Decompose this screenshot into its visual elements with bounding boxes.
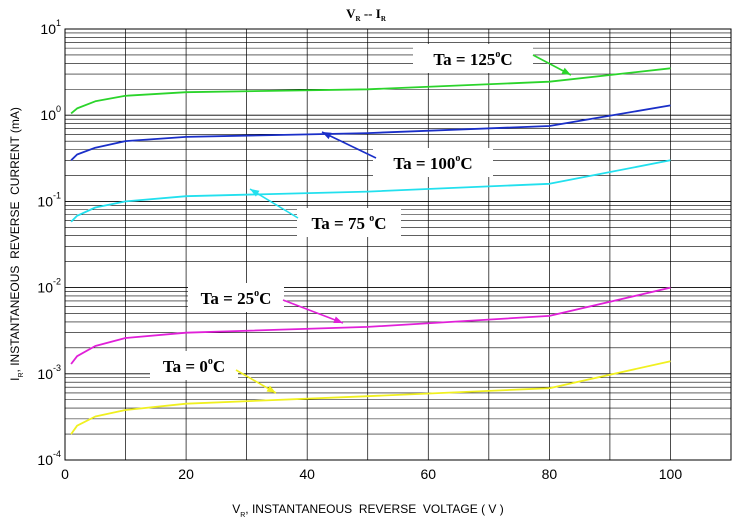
annotation-arrowhead — [250, 189, 260, 197]
series-line — [70, 159, 671, 223]
annotation-label: Ta = 125oC — [433, 49, 512, 69]
annotation-leader — [321, 131, 377, 159]
annotation-box — [373, 148, 493, 177]
y-tick-label: 10-2 — [37, 277, 61, 296]
plot-frame — [64, 28, 732, 461]
y-tick-label: 10-4 — [37, 449, 61, 468]
x-tick-label: 20 — [178, 466, 194, 482]
series-annotations: Ta = 125oC Ta = 100oC Ta = 75 oC Ta = 25oC T… — [150, 44, 572, 394]
x-tick-label: 60 — [420, 466, 436, 482]
annotation-arrowhead — [333, 316, 343, 323]
x-axis-label: VR, INSTANTANEOUS REVERSE VOLTAGE ( V ) — [232, 502, 504, 519]
annotation-label: Ta = 25oC — [201, 288, 272, 308]
x-tick-label: 0 — [61, 466, 69, 482]
series-annotation: Ta = 75 oC — [249, 188, 401, 237]
series-line — [70, 286, 671, 365]
annotation-box — [188, 283, 284, 312]
y-tick-label: 10-3 — [37, 363, 61, 382]
series-line — [70, 67, 671, 115]
annotation-box — [297, 208, 401, 237]
x-tick-label: 80 — [542, 466, 558, 482]
annotation-label: Ta = 0oC — [163, 356, 225, 376]
series-annotation: Ta = 0oC — [150, 351, 277, 394]
y-tick-label: 100 — [40, 104, 61, 123]
y-tick-label: 10-1 — [37, 190, 61, 209]
x-tick-label: 100 — [659, 466, 683, 482]
series-line — [70, 360, 671, 435]
series-annotation: Ta = 25oC — [188, 283, 344, 324]
series-lines — [70, 67, 671, 435]
annotation-box — [413, 44, 533, 73]
annotation-box — [150, 351, 238, 380]
y-axis-label: IR, INSTANTANEOUS REVERSE CURRENT (mA) — [8, 107, 25, 381]
annotation-arrowhead — [266, 385, 276, 393]
series-annotation: Ta = 100oC — [321, 131, 493, 177]
annotation-label: Ta = 75 oC — [312, 213, 387, 233]
annotation-leader — [282, 299, 344, 324]
annotation-label: Ta = 100oC — [393, 153, 472, 173]
annotation-leader — [249, 188, 299, 219]
y-tick-label: 101 — [40, 18, 61, 37]
x-tick-label: 40 — [299, 466, 315, 482]
annotation-arrowhead — [561, 67, 571, 75]
series-line — [70, 104, 671, 161]
chart-title: VR -- IR — [346, 6, 387, 23]
series-annotation: Ta = 125oC — [413, 44, 572, 76]
tick-labels: 0 20 40 60 80 100 101 100 10-1 10-2 10-3 10-4 — [37, 18, 682, 482]
annotation-arrowhead — [322, 132, 332, 140]
